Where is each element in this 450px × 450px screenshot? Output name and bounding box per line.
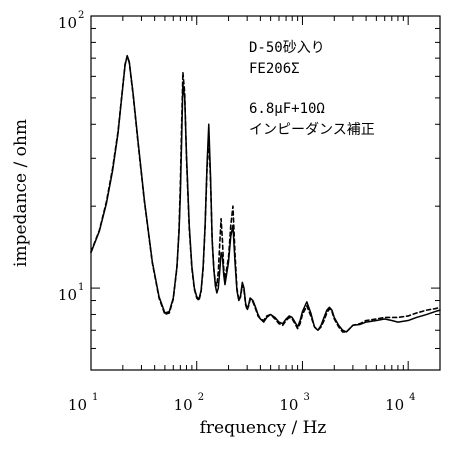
y-tick-label-exponent: 1: [78, 282, 84, 293]
annotation-correction-label: インピーダンス補正: [249, 122, 375, 138]
annotation-cabinet: D-50砂入り: [249, 40, 325, 56]
y-tick-label-exponent: 2: [78, 10, 84, 21]
x-tick-label-exponent: 4: [409, 392, 415, 403]
x-tick-label-exponent: 1: [92, 392, 98, 403]
x-tick-label: 10: [385, 396, 404, 414]
series-line-dashed: [90, 55, 441, 333]
x-axis-label: frequency / Hz: [200, 418, 327, 438]
x-tick-label: 10: [68, 396, 87, 414]
y-axis-label: impedance / ohm: [11, 119, 31, 267]
y-tick-label: 10: [58, 14, 77, 32]
x-tick-label: 10: [279, 396, 298, 414]
plot-frame: [90, 15, 441, 371]
annotation-correction-values: 6.8μF+10Ω: [249, 101, 325, 117]
y-tick-label: 10: [58, 286, 77, 304]
x-tick-label-exponent: 2: [198, 392, 204, 403]
annotation-driver: FE206Σ: [249, 61, 300, 77]
x-tick-label: 10: [174, 396, 193, 414]
x-tick-label-exponent: 3: [303, 392, 309, 403]
